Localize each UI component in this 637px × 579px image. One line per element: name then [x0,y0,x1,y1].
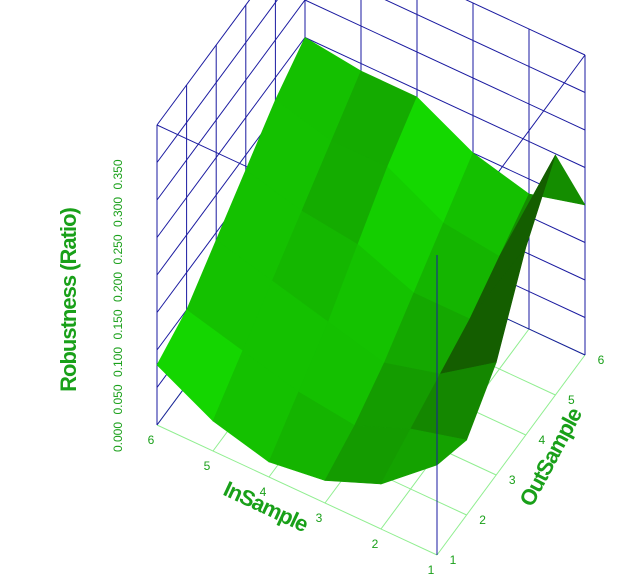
wall-grid-line [156,0,278,163]
y-tick-label: 4 [538,433,545,447]
wall-grid-line [156,0,306,201]
x-tick-label: 2 [372,537,379,551]
wall-grid-line [156,37,306,238]
box-edge [156,0,251,126]
x-tick-label: 4 [260,485,267,499]
x-tick-label: 1 [428,563,435,577]
z-tick-label: 0.100 [111,347,125,377]
z-tick-label: 0.150 [111,309,125,339]
floor-grid-line [436,354,586,556]
surface-patch [380,428,468,485]
z-tick-label: 0.250 [111,234,125,264]
box-edge [465,0,586,56]
y-tick-label: 1 [450,553,457,567]
y-tick-label: 2 [479,513,486,527]
x-tick-label: 5 [204,459,211,473]
z-axis-title: Robustness (Ratio) [56,207,81,391]
x-tick-label: 3 [316,511,323,525]
z-tick-label: 0.000 [111,422,125,452]
wall-grid-line [304,37,586,168]
z-tick-label: 0.300 [111,197,125,227]
y-tick-label: 5 [568,393,575,407]
z-tick-label: 0.350 [111,159,125,189]
wall-grid-line [384,0,586,93]
floor-grid-line [156,424,438,556]
wall-grid-line [304,0,586,131]
y-tick-label: 6 [598,353,605,367]
y-tick-label: 3 [509,473,516,487]
z-tick-label: 0.050 [111,384,125,414]
z-tick-label: 0.200 [111,272,125,302]
x-tick-label: 6 [148,433,155,447]
y-axis-title: OutSample [514,403,587,510]
